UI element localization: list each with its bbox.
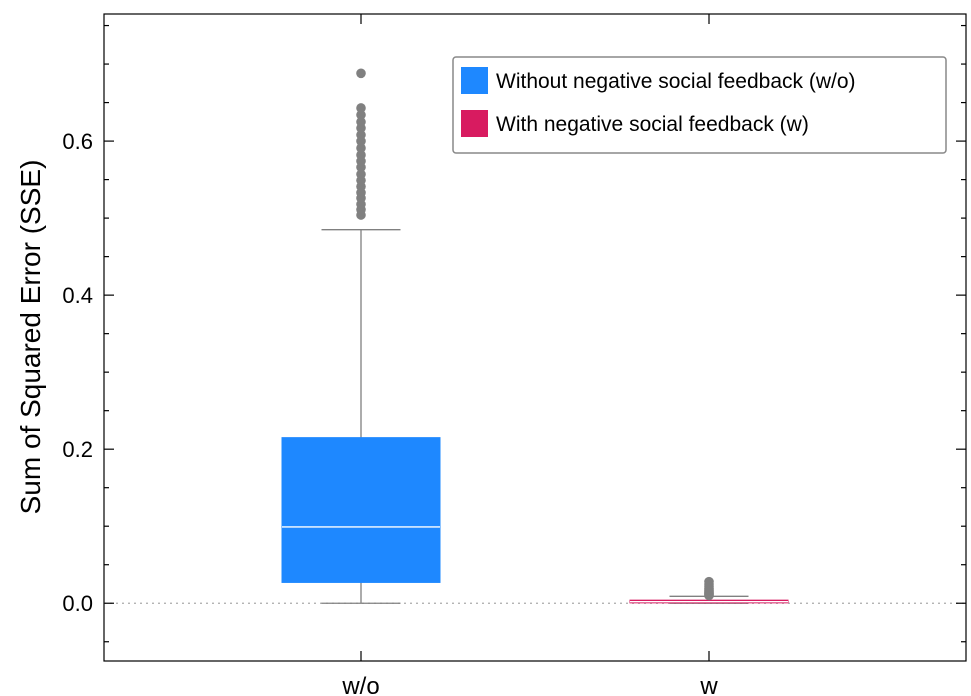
outlier-point xyxy=(356,103,366,113)
axis-ticks xyxy=(104,14,966,661)
legend-swatch xyxy=(461,67,488,94)
outlier-point xyxy=(356,150,366,160)
legend: Without negative social feedback (w/o) Wi… xyxy=(452,56,947,154)
outlier-point xyxy=(356,130,366,140)
x-tick-label: w xyxy=(699,673,718,696)
box-group xyxy=(281,68,441,604)
plot-frame xyxy=(103,13,967,662)
outlier-point xyxy=(704,576,714,587)
y-tick-label: 0.2 xyxy=(62,437,93,462)
legend-label: Without negative social feedback (w/o) xyxy=(496,70,856,93)
outlier-point xyxy=(356,117,366,127)
box-group xyxy=(629,576,789,604)
y-tick-label: 0.0 xyxy=(62,591,93,616)
y-tick-labels: 0.0 0.2 0.4 0.6 xyxy=(62,129,93,616)
outlier-point xyxy=(356,110,366,120)
x-tick-label: w/o xyxy=(341,673,379,696)
legend-label: With negative social feedback (w) xyxy=(496,113,809,136)
outlier-point xyxy=(356,68,366,79)
x-tick-labels: w/o w xyxy=(341,673,718,696)
y-tick-label: 0.6 xyxy=(62,129,93,154)
iqr-box xyxy=(281,437,441,583)
y-tick-label: 0.4 xyxy=(62,283,93,308)
y-axis-title: Sum of Squared Error (SSE) xyxy=(15,160,46,515)
legend-swatch xyxy=(461,110,488,137)
outlier-point xyxy=(356,143,366,153)
box-groups xyxy=(281,68,789,604)
legend-frame xyxy=(452,56,947,154)
outlier-point xyxy=(356,169,366,180)
